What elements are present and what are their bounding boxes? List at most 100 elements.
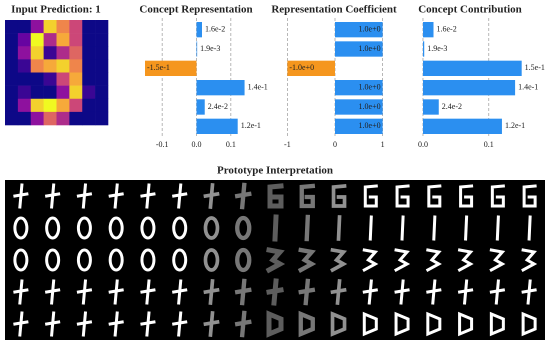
- value-label: 2.4e-2: [442, 102, 462, 111]
- prototype-cell: [203, 311, 220, 337]
- prototype-cell: [76, 216, 92, 240]
- glyph: [108, 311, 124, 337]
- glyph: [13, 248, 29, 272]
- glyph: [432, 215, 437, 241]
- prototype-cell: [363, 184, 378, 208]
- pixel: [82, 33, 96, 47]
- bar: [335, 22, 383, 38]
- glyph: [362, 248, 379, 273]
- prototype-cell: [394, 311, 410, 337]
- prototype-cell: [330, 311, 347, 337]
- x-tick-label: 0.1: [226, 140, 236, 149]
- x-tick-label: -1: [284, 140, 291, 149]
- prototype-cell: [298, 278, 316, 306]
- value-label: 1.5e-1: [525, 63, 545, 72]
- chart-title: Concept Contribution: [418, 4, 522, 16]
- bar: [335, 41, 383, 57]
- bar: [422, 22, 434, 38]
- pixel: [95, 33, 109, 47]
- pixel: [56, 98, 70, 113]
- chart-title: Input Prediction: 1: [11, 4, 101, 16]
- glyph: [298, 310, 315, 338]
- glyph: [395, 184, 410, 208]
- pixel: [5, 20, 19, 34]
- prototype-cell: [394, 248, 411, 273]
- glyph: [76, 216, 92, 240]
- prototype-cell: [171, 279, 188, 305]
- glyph: [13, 311, 29, 337]
- glyph: [330, 279, 347, 305]
- value-label: 1.2e-1: [241, 121, 261, 130]
- prototype-cell: [140, 216, 156, 240]
- prototype-cell: [394, 279, 410, 305]
- glyph: [234, 278, 252, 306]
- glyph: [140, 216, 156, 240]
- pixel: [5, 33, 19, 47]
- pixel: [17, 111, 32, 126]
- x-tick-label: -0.1: [156, 140, 169, 149]
- pixel: [82, 59, 96, 73]
- prototype-cell: [266, 310, 284, 338]
- glyph: [394, 279, 410, 305]
- pixel: [56, 46, 70, 60]
- glyph: [108, 248, 124, 272]
- prototype-cell: [458, 311, 474, 337]
- pixel: [17, 59, 32, 73]
- glyph: [45, 216, 61, 240]
- glyph: [45, 248, 61, 272]
- pixel: [5, 46, 19, 60]
- glyph: [489, 248, 506, 273]
- glyph: [490, 184, 505, 208]
- pixel: [43, 46, 57, 60]
- glyph: [362, 279, 379, 305]
- pixel: [56, 59, 70, 73]
- prototype-cell: [425, 248, 442, 273]
- glyph: [298, 278, 316, 306]
- prototype-cell: [426, 279, 442, 305]
- glyph: [140, 248, 156, 272]
- glyph: [234, 310, 252, 338]
- x-tick-label: 1: [381, 140, 385, 149]
- glyph: [140, 311, 156, 337]
- glyph: [330, 247, 348, 273]
- pixel: [30, 59, 44, 73]
- glyph: [171, 311, 188, 337]
- pixel: [43, 72, 57, 86]
- glyph: [331, 184, 347, 208]
- pixel: [17, 72, 32, 86]
- chart-title: Prototype Interpretation: [217, 165, 333, 177]
- x-tick-label: 0.1: [484, 140, 494, 149]
- pixel: [17, 98, 32, 113]
- bar: [196, 22, 202, 38]
- glyph: [76, 311, 93, 337]
- glyph: [458, 311, 474, 337]
- prototype-cell: [362, 248, 379, 273]
- prototype-cell: [522, 184, 537, 208]
- glyph: [172, 248, 188, 272]
- value-label: 1.9e-3: [200, 44, 220, 53]
- prototype-cell: [304, 214, 311, 242]
- pixel: [69, 98, 83, 113]
- pixel: [95, 59, 109, 73]
- glyph: [13, 183, 29, 209]
- pixel: [69, 72, 83, 86]
- prototype-cell: [235, 247, 252, 273]
- prototype-cell: [108, 183, 124, 209]
- prototype-cell: [108, 311, 124, 337]
- value-label: 1.6e-2: [437, 24, 457, 33]
- pixel: [82, 85, 96, 100]
- pixel: [95, 72, 109, 86]
- bar: [422, 99, 439, 115]
- pixel: [5, 111, 19, 126]
- glyph: [336, 215, 342, 241]
- pixel: [95, 46, 109, 60]
- glyph: [394, 311, 410, 337]
- glyph: [203, 216, 220, 240]
- glyph: [464, 215, 469, 241]
- prototype-cell: [203, 216, 220, 240]
- prototype-cell: [521, 279, 537, 305]
- prototype-cell: [140, 183, 156, 209]
- prototype-cell: [521, 248, 538, 273]
- glyph: [235, 215, 252, 241]
- glyph: [394, 248, 411, 273]
